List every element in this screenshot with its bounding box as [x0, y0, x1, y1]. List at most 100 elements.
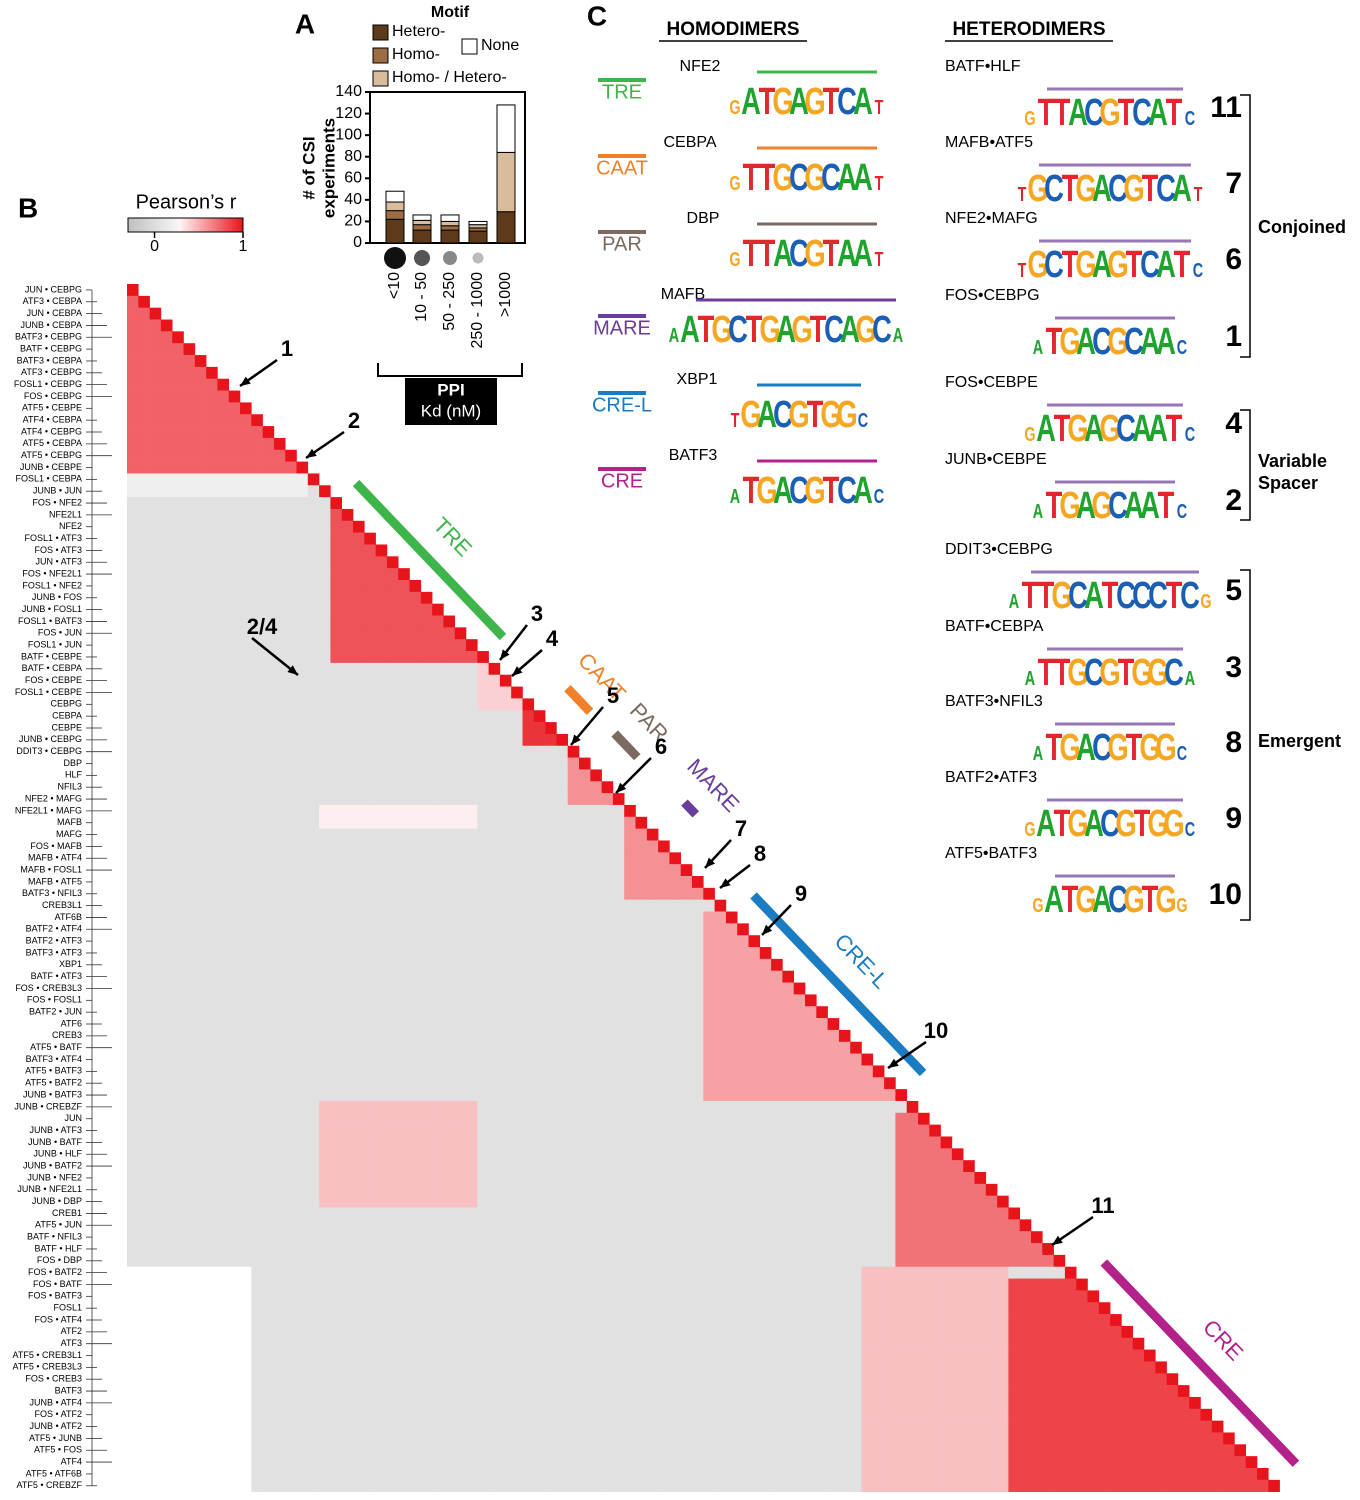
heatmap-cell — [692, 1314, 704, 1327]
heatmap-cell — [364, 769, 376, 782]
heatmap-cell — [228, 1243, 241, 1256]
heatmap-cell — [533, 1077, 546, 1090]
heatmap-cell — [884, 1325, 896, 1339]
heatmap-cell — [612, 1219, 625, 1232]
heatmap-cell — [194, 1302, 207, 1315]
heatmap-cell — [454, 1053, 467, 1066]
heatmap-cell — [477, 1207, 489, 1220]
heatmap-cell — [409, 911, 422, 924]
heatmap-cell — [138, 745, 150, 758]
heatmap-cell — [296, 1172, 309, 1185]
heatmap-cell — [183, 651, 196, 664]
heatmap-cell — [228, 947, 241, 960]
heatmap-cell — [669, 1172, 681, 1185]
heatmap-cell — [906, 1195, 919, 1208]
heatmap-cell — [330, 935, 342, 948]
heatmap-cell — [386, 627, 399, 640]
heatmap-cell — [160, 733, 173, 747]
heatmap-cell — [737, 1361, 749, 1374]
heatmap-cell — [522, 733, 535, 747]
heatmap-cell — [556, 1065, 568, 1078]
heatmap-cell — [138, 1325, 150, 1339]
heatmap-cell — [601, 816, 614, 829]
heatmap-cell — [1166, 1432, 1179, 1445]
heatmap-cell — [127, 982, 139, 995]
heatmap-cell — [341, 864, 354, 877]
heatmap-cell — [454, 1314, 467, 1327]
heatmap-cell — [477, 1172, 489, 1185]
heatmap-cell — [398, 1408, 410, 1421]
heatmap-cell — [454, 1432, 467, 1445]
heatmap-cell — [443, 1018, 455, 1031]
heatmap-cell — [194, 390, 207, 403]
heatmap-cell — [262, 793, 275, 806]
heatmap-cell — [183, 793, 196, 806]
heatmap-cell — [194, 686, 207, 699]
heatmap-cell — [364, 828, 376, 841]
heatmap-cell — [364, 544, 376, 557]
heatmap-cell — [183, 1077, 196, 1090]
heatmap-cell — [680, 1112, 693, 1125]
heatmap-cell — [646, 1373, 659, 1386]
heatmap-cell — [522, 1041, 535, 1054]
heatmap-cell — [240, 1385, 252, 1398]
heatmap-cell — [511, 1112, 523, 1125]
heatmap-cell — [590, 1278, 602, 1291]
heatmap-cell — [432, 1290, 444, 1303]
heatmap-cell — [217, 852, 229, 865]
heatmap-cell — [974, 1278, 987, 1291]
heatmap-cell — [160, 1219, 173, 1232]
heatmap-cell — [646, 887, 659, 900]
heatmap-cell — [1064, 1385, 1077, 1398]
heatmap-cell — [341, 840, 354, 853]
heatmap-cell — [228, 840, 241, 853]
heatmap-cell — [330, 508, 342, 522]
heatmap-cell — [364, 662, 376, 676]
heatmap-cell — [861, 1278, 874, 1291]
heatmap-cell — [454, 1089, 467, 1102]
heatmap-cell — [624, 804, 636, 818]
heatmap-cell — [262, 639, 275, 652]
heatmap-cell — [1042, 1432, 1054, 1445]
heatmap-cell — [262, 958, 275, 972]
heatmap-cell — [499, 970, 512, 983]
heatmap-cell — [251, 449, 263, 462]
heatmap-cell — [386, 1124, 399, 1137]
heatmap-cell — [240, 1266, 252, 1279]
heatmap-cell — [398, 686, 410, 699]
heatmap-cell — [307, 1041, 320, 1054]
heatmap-cell — [285, 461, 297, 474]
heatmap-cell — [951, 1207, 964, 1220]
heatmap-cell — [386, 982, 399, 995]
heatmap-cell — [307, 556, 320, 569]
heatmap-cell — [703, 1231, 715, 1244]
heatmap-cell — [262, 556, 275, 569]
heatmap-cell — [601, 1006, 614, 1019]
heatmap-cell — [759, 1325, 772, 1339]
heatmap-cell — [940, 1444, 953, 1457]
heatmap-cell — [951, 1396, 964, 1410]
heatmap-cell — [319, 899, 331, 912]
heatmap-cell — [375, 1408, 388, 1421]
heatmap-cell — [353, 1053, 365, 1066]
heatmap-cell — [138, 639, 150, 652]
heatmap-cell — [217, 899, 229, 912]
heatmap-cell — [296, 994, 309, 1007]
heatmap-cell — [127, 449, 139, 462]
heatmap-cell — [307, 568, 320, 581]
heatmap-cell — [228, 994, 241, 1007]
heatmap-cell — [307, 532, 320, 545]
heatmap-cell — [296, 840, 309, 853]
heatmap-cell — [556, 1077, 568, 1090]
heatmap-cell — [579, 1254, 591, 1268]
heatmap-cell — [590, 852, 602, 865]
heatmap-cell — [759, 1349, 772, 1362]
y-tick-label: 40 — [344, 191, 362, 208]
heatmap-cell — [194, 1219, 207, 1232]
heatmap-cell — [669, 864, 681, 877]
heatmap-cell — [285, 935, 297, 948]
heatmap-cell — [319, 923, 331, 936]
heatmap-cell — [827, 1444, 840, 1457]
heatmap-cell — [341, 1408, 354, 1421]
heatmap-cell — [635, 864, 648, 877]
